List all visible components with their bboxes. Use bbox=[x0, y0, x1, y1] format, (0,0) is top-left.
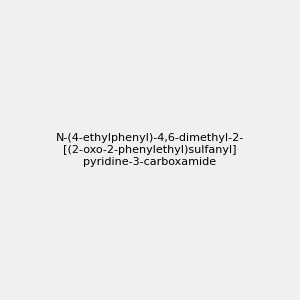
Text: N-(4-ethylphenyl)-4,6-dimethyl-2-
[(2-oxo-2-phenylethyl)sulfanyl]
pyridine-3-car: N-(4-ethylphenyl)-4,6-dimethyl-2- [(2-ox… bbox=[56, 134, 244, 166]
